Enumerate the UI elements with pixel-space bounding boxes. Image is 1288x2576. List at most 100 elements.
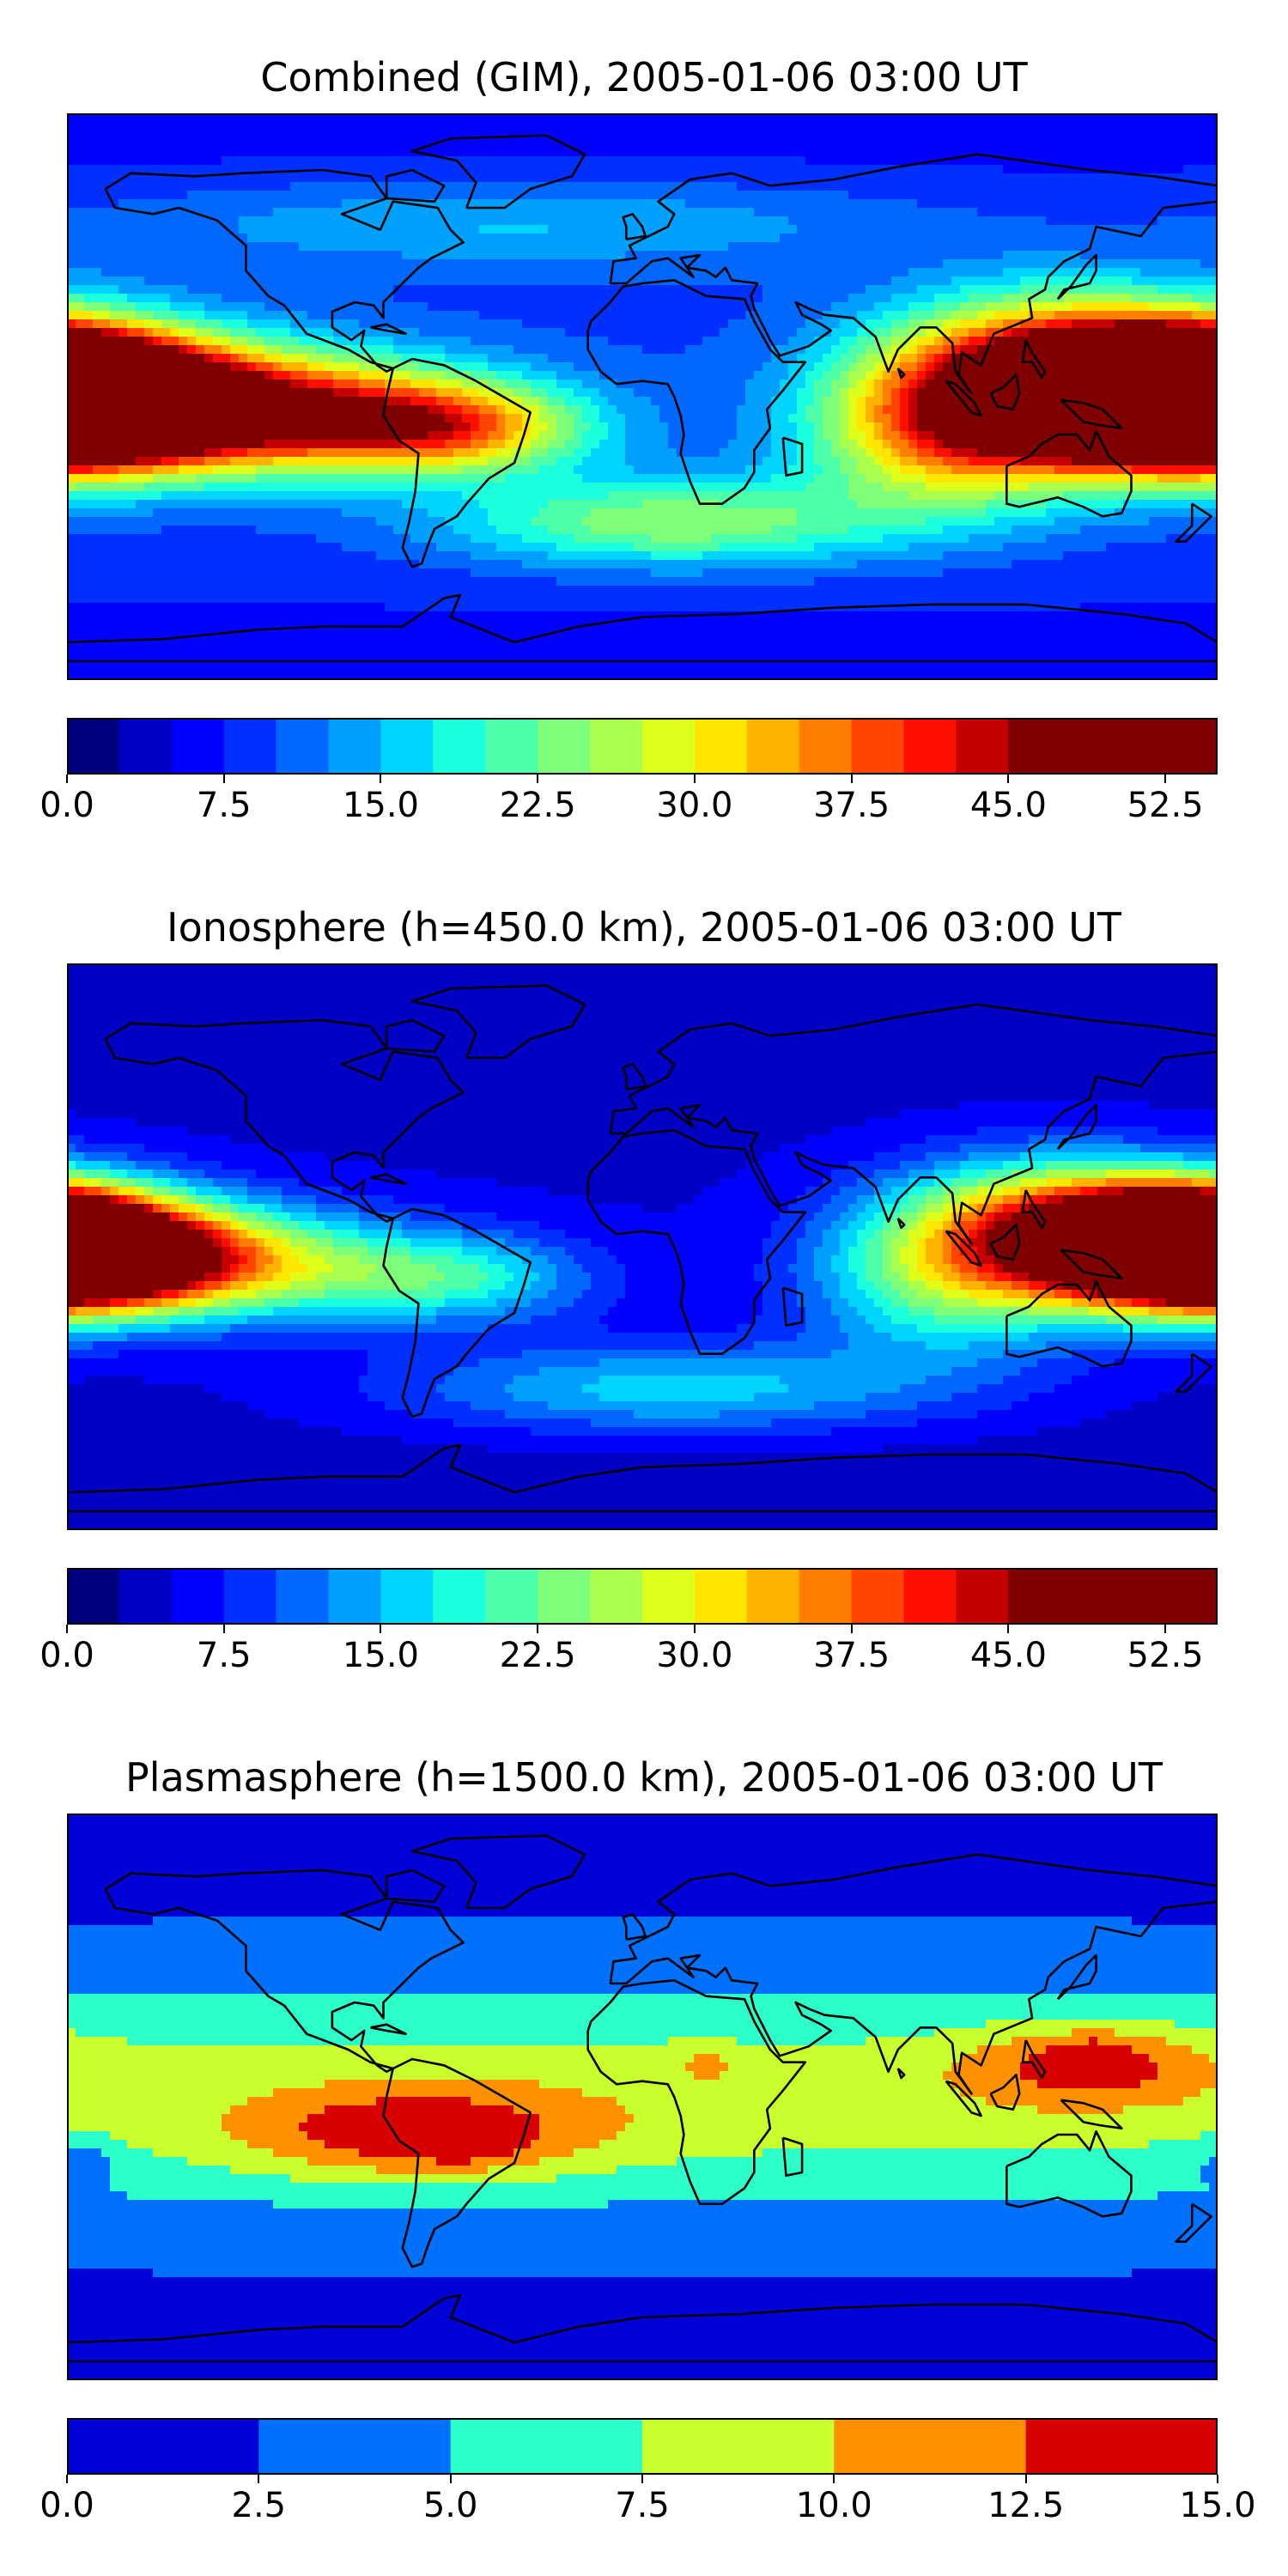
heatmap-cell bbox=[273, 405, 283, 415]
heatmap-cell bbox=[204, 113, 214, 123]
heatmap-cell bbox=[247, 216, 257, 226]
heatmap-cell bbox=[153, 422, 162, 432]
heatmap-cell bbox=[273, 122, 283, 131]
heatmap-cell bbox=[359, 319, 368, 329]
heatmap-cell bbox=[857, 285, 866, 295]
heatmap-cell bbox=[428, 362, 437, 372]
heatmap-cell bbox=[428, 422, 437, 432]
heatmap-cell bbox=[1046, 113, 1055, 123]
heatmap-cell bbox=[908, 234, 918, 243]
heatmap-cell bbox=[153, 216, 162, 226]
heatmap-cell bbox=[960, 397, 969, 406]
heatmap-cell bbox=[745, 251, 755, 260]
heatmap-cell bbox=[805, 165, 815, 174]
heatmap-cell bbox=[1192, 311, 1201, 320]
heatmap-cell bbox=[136, 405, 145, 415]
heatmap-cell bbox=[376, 302, 386, 312]
heatmap-cell bbox=[1080, 388, 1090, 398]
heatmap-cell bbox=[1192, 148, 1201, 157]
heatmap-cell bbox=[479, 328, 489, 337]
heatmap-cell bbox=[204, 268, 214, 277]
heatmap-cell bbox=[720, 285, 729, 295]
heatmap-cell bbox=[1089, 148, 1098, 157]
heatmap-cell bbox=[934, 362, 944, 372]
heatmap-cell bbox=[513, 191, 523, 200]
heatmap-cell bbox=[273, 131, 283, 140]
heatmap-cell bbox=[694, 242, 703, 252]
heatmap-cell bbox=[565, 422, 574, 432]
heatmap-cell bbox=[118, 294, 128, 303]
heatmap-cell bbox=[247, 276, 257, 286]
heatmap-cell bbox=[823, 208, 832, 217]
heatmap-cell bbox=[213, 414, 222, 423]
heatmap-cell bbox=[118, 405, 128, 415]
heatmap-cell bbox=[1054, 225, 1064, 234]
heatmap-cell bbox=[805, 319, 815, 329]
heatmap-cell bbox=[127, 388, 137, 398]
heatmap-cell bbox=[702, 191, 712, 200]
heatmap-cell bbox=[1020, 225, 1030, 234]
heatmap-cell bbox=[428, 225, 437, 234]
heatmap-cell bbox=[161, 431, 171, 440]
heatmap-cell bbox=[170, 311, 179, 320]
heatmap-cell bbox=[118, 319, 128, 329]
heatmap-cell bbox=[1192, 191, 1201, 200]
heatmap-cell bbox=[857, 405, 866, 415]
heatmap-cell bbox=[866, 285, 875, 295]
heatmap-cell bbox=[908, 319, 918, 329]
heatmap-cell bbox=[531, 216, 540, 226]
heatmap-cell bbox=[943, 225, 952, 234]
heatmap-cell bbox=[1029, 285, 1038, 295]
heatmap-cell bbox=[76, 345, 85, 355]
heatmap-cell bbox=[951, 276, 961, 286]
heatmap-cell bbox=[505, 276, 514, 286]
heatmap-cell bbox=[282, 234, 291, 243]
heatmap-cell bbox=[891, 397, 901, 406]
heatmap-cell bbox=[385, 345, 394, 355]
heatmap-cell bbox=[840, 242, 849, 252]
heatmap-cell bbox=[866, 242, 875, 252]
heatmap-cell bbox=[402, 191, 411, 200]
heatmap-cell bbox=[1115, 285, 1124, 295]
heatmap-cell bbox=[350, 173, 360, 183]
heatmap-cell bbox=[1063, 328, 1072, 337]
heatmap-cell bbox=[419, 345, 428, 355]
heatmap-cell bbox=[1012, 311, 1021, 320]
heatmap-cell bbox=[891, 242, 901, 252]
heatmap-cell bbox=[728, 328, 738, 337]
heatmap-cell bbox=[548, 208, 557, 217]
heatmap-cell bbox=[1029, 397, 1038, 406]
heatmap-cell bbox=[264, 294, 274, 303]
heatmap-cell bbox=[1029, 173, 1038, 183]
heatmap-cell bbox=[831, 354, 841, 363]
heatmap-cell bbox=[136, 199, 145, 209]
heatmap-cell bbox=[1020, 251, 1030, 260]
heatmap-cell bbox=[1175, 405, 1184, 415]
heatmap-cell bbox=[874, 251, 884, 260]
heatmap-cell bbox=[84, 173, 94, 183]
heatmap-cell bbox=[187, 294, 197, 303]
heatmap-cell bbox=[805, 328, 815, 337]
heatmap-cell bbox=[805, 259, 815, 269]
heatmap-cell bbox=[1080, 199, 1090, 209]
heatmap-cell bbox=[1046, 354, 1055, 363]
heatmap-cell bbox=[1097, 285, 1107, 295]
heatmap-cell bbox=[393, 268, 403, 277]
heatmap-cell bbox=[127, 182, 137, 191]
heatmap-cell bbox=[591, 156, 600, 166]
heatmap-cell bbox=[471, 122, 480, 131]
heatmap-cell bbox=[410, 122, 420, 131]
heatmap-cell bbox=[1115, 354, 1124, 363]
heatmap-cell bbox=[368, 397, 377, 406]
heatmap-cell bbox=[153, 276, 162, 286]
heatmap-cell bbox=[67, 319, 76, 329]
heatmap-cell bbox=[1097, 173, 1107, 183]
heatmap-cell bbox=[479, 208, 489, 217]
heatmap-cell bbox=[1183, 199, 1193, 209]
heatmap-cell bbox=[874, 191, 884, 200]
heatmap-cell bbox=[247, 311, 257, 320]
heatmap-cell bbox=[900, 182, 909, 191]
heatmap-cell bbox=[385, 242, 394, 252]
heatmap-cell bbox=[419, 225, 428, 234]
heatmap-cell bbox=[651, 113, 660, 123]
